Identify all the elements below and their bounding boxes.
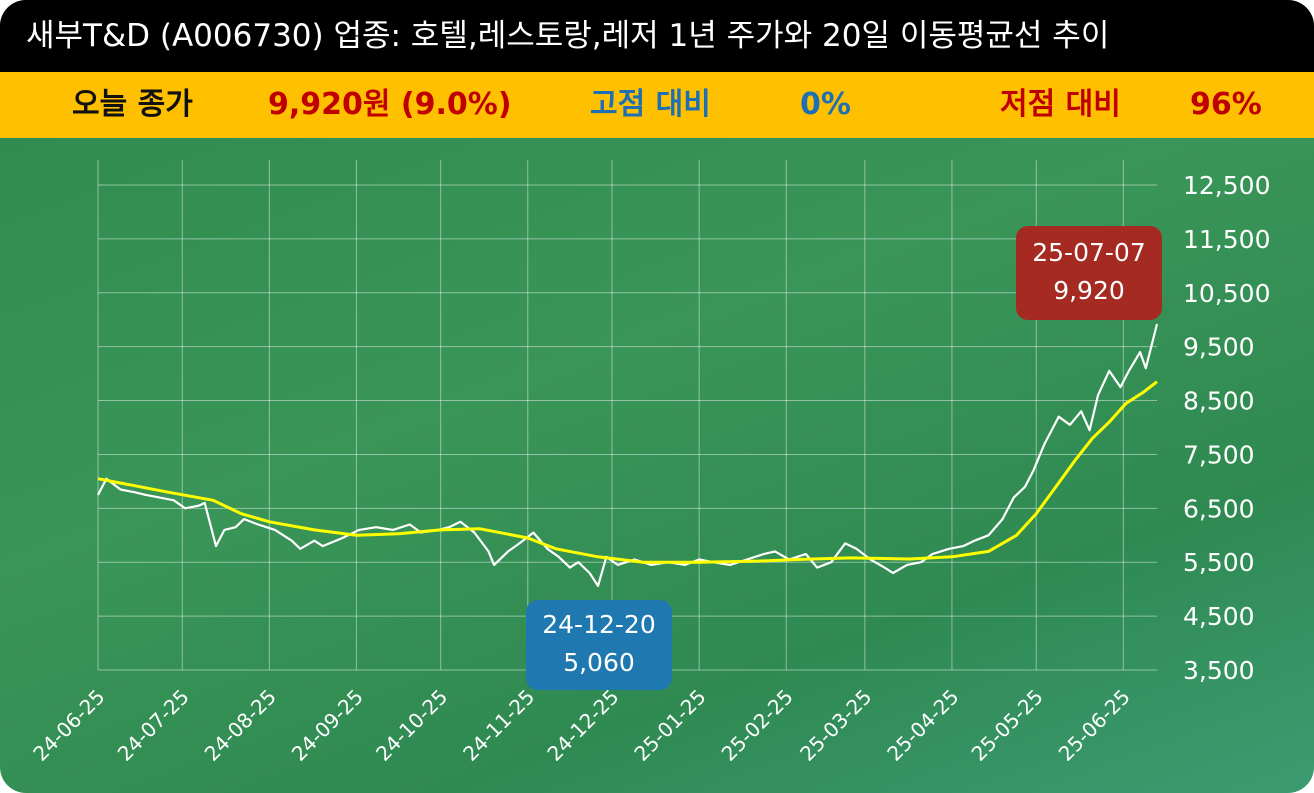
x-tick-label: 24-10-25	[371, 685, 452, 766]
y-tick-label: 12,500	[1183, 171, 1270, 200]
high-callout-value: 9,920	[1053, 276, 1125, 305]
y-tick-label: 9,500	[1183, 333, 1255, 362]
x-tick-label: 25-02-25	[717, 685, 798, 766]
x-tick-label: 24-12-25	[542, 685, 623, 766]
high-price-callout: 25-07-07 9,920	[1016, 226, 1162, 320]
chart-title: 새부T&D (A006730) 업종: 호텔,레스토랑,레저 1년 주가와 20…	[0, 0, 1314, 72]
x-tick-label: 25-06-25	[1054, 685, 1135, 766]
x-tick-label: 24-09-25	[287, 685, 368, 766]
y-axis-ticks: 12,500 11,500 10,500 9,500 8,500 7,500 6,500 5,…	[1183, 171, 1270, 685]
y-tick-label: 5,500	[1183, 548, 1255, 577]
y-tick-label: 8,500	[1183, 387, 1255, 416]
today-close-value: 9,920원 (9.0%)	[268, 87, 512, 122]
vs-high-value: 0%	[800, 87, 851, 122]
vs-high-label: 고점 대비	[590, 87, 711, 122]
today-close-label: 오늘 종가	[72, 87, 193, 122]
x-tick-label: 25-01-25	[630, 685, 711, 766]
y-tick-label: 11,500	[1183, 225, 1270, 254]
moving-average-line	[97, 380, 1158, 564]
x-axis-ticks: 24-06-25 24-07-25 24-08-25 24-09-25 24-10-25…	[28, 685, 1134, 766]
stats-bar: 오늘 종가 9,920원 (9.0%) 고점 대비 0% 저점 대비 96%	[0, 72, 1314, 138]
x-tick-label: 24-11-25	[458, 685, 539, 766]
high-callout-date: 25-07-07	[1032, 238, 1146, 267]
low-callout-value: 5,060	[563, 648, 635, 677]
y-tick-label: 6,500	[1183, 494, 1255, 523]
x-tick-label: 24-08-25	[200, 685, 281, 766]
x-tick-label: 24-07-25	[113, 685, 194, 766]
x-tick-label: 25-05-25	[967, 685, 1048, 766]
chart-series	[97, 323, 1159, 587]
x-tick-label: 25-04-25	[882, 685, 963, 766]
vs-low-value: 96%	[1190, 87, 1262, 122]
low-callout-date: 24-12-20	[542, 610, 656, 639]
y-tick-label: 7,500	[1183, 440, 1255, 469]
low-price-callout: 24-12-20 5,060	[526, 600, 672, 690]
y-tick-label: 4,500	[1183, 602, 1255, 631]
y-tick-label: 3,500	[1183, 656, 1255, 685]
price-line	[97, 323, 1159, 587]
x-tick-label: 25-03-25	[795, 685, 876, 766]
x-tick-label: 24-06-25	[28, 685, 109, 766]
chart-grid	[97, 160, 1157, 671]
y-tick-label: 10,500	[1183, 279, 1270, 308]
vs-low-label: 저점 대비	[1000, 87, 1121, 122]
